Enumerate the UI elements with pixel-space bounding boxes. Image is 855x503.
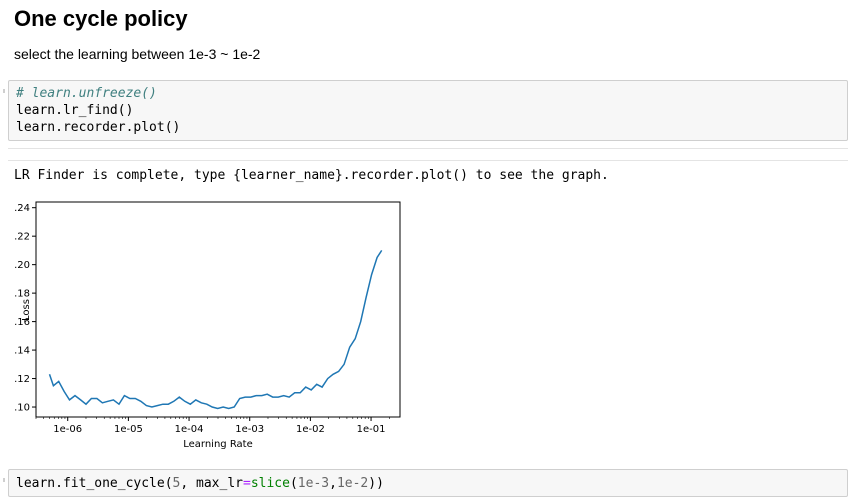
y-tick-label: 0.24 — [14, 203, 30, 214]
y-tick-label: 0.16 — [14, 317, 30, 328]
code-token: , — [329, 476, 337, 491]
cell-output-text: LR Finder is complete, type {learner_nam… — [14, 168, 609, 183]
x-tick-label: 1e-03 — [235, 424, 264, 435]
y-tick-label: 0.12 — [14, 374, 30, 385]
section-description: select the learning between 1e-3 ~ 1e-2 — [14, 46, 261, 62]
code-token: ( — [289, 476, 298, 491]
x-tick-label: 1e-02 — [296, 424, 325, 435]
code-token-operator: = — [243, 476, 251, 491]
output-divider — [8, 148, 848, 149]
x-tick-label: 1e-06 — [53, 424, 82, 435]
x-tick-label: 1e-04 — [175, 424, 204, 435]
x-axis: 1e-06 1e-05 1e-04 1e-03 1e-02 1e-01 — [35, 417, 390, 435]
code-line-comment: # learn.unfreeze() — [16, 86, 157, 101]
cell-gutter-marker — [3, 89, 5, 93]
y-tick-label: 0.14 — [14, 346, 30, 357]
y-tick-label: 0.18 — [14, 289, 30, 300]
code-cell-lr-find[interactable]: # learn.unfreeze() learn.lr_find() learn… — [3, 80, 848, 141]
x-axis-label: Learning Rate — [183, 439, 253, 450]
code-editor[interactable]: learn.fit_one_cycle(5, max_lr=slice(1e-3… — [9, 470, 847, 496]
code-token-number: 1e-3 — [297, 476, 330, 491]
x-tick-label: 1e-05 — [114, 424, 143, 435]
code-token-number: 5 — [172, 476, 181, 491]
y-axis: 0.10 0.12 0.14 0.16 0.18 0.20 0.22 0.24 — [14, 203, 36, 414]
code-token-builtin: slice — [250, 476, 290, 491]
loss-series-line — [48, 249, 383, 410]
code-line: learn.lr_find() — [16, 103, 134, 118]
x-tick-label: 1e-01 — [357, 424, 386, 435]
output-divider — [8, 160, 848, 161]
code-editor[interactable]: # learn.unfreeze() learn.lr_find() learn… — [9, 81, 847, 140]
y-axis-label: Loss — [21, 299, 32, 321]
code-cell-fit-one-cycle[interactable]: learn.fit_one_cycle(5, max_lr=slice(1e-3… — [3, 469, 848, 497]
lr-finder-chart: 0.100.120.140.160.180.200.220.24 1e-061e… — [14, 201, 401, 450]
code-token: )) — [368, 476, 384, 491]
y-tick-label: 0.22 — [14, 232, 30, 243]
code-line: learn.recorder.plot() — [16, 120, 181, 135]
code-token-number: 1e-2 — [336, 476, 369, 491]
code-token: max_lr — [196, 476, 243, 491]
plot-frame — [35, 201, 401, 418]
cell-gutter-marker — [3, 478, 5, 482]
code-token: learn.fit_one_cycle( — [16, 476, 173, 491]
y-tick-label: 0.20 — [14, 260, 30, 271]
section-heading: One cycle policy — [14, 6, 188, 31]
y-tick-label: 0.10 — [14, 403, 30, 414]
code-token: , — [180, 476, 197, 491]
